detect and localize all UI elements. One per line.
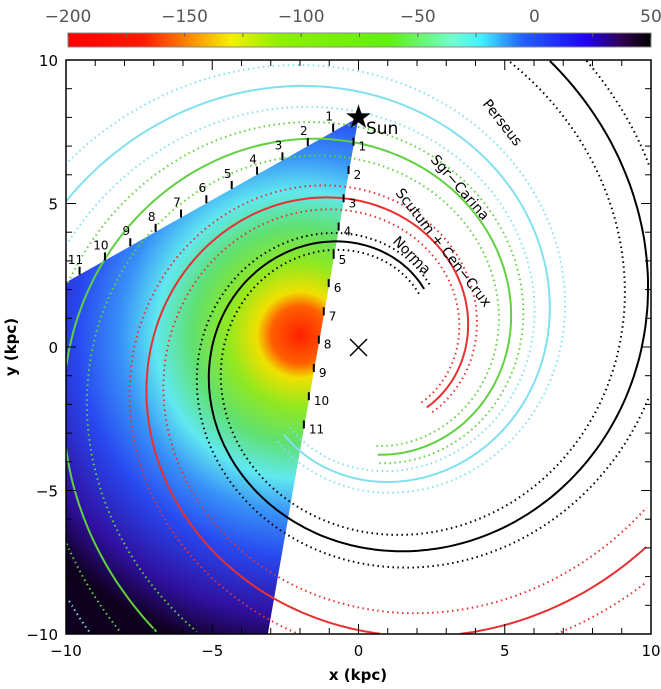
distance-tick-label: 10 — [314, 394, 329, 408]
distance-tick-label: 10 — [93, 238, 108, 252]
x-tick-label: −5 — [201, 642, 223, 660]
x-tick-label: 10 — [641, 642, 660, 660]
x-tick-label: 5 — [500, 642, 510, 660]
spiral-arm-boundary — [585, 60, 650, 165]
distance-tick-label: 1 — [325, 110, 333, 124]
y-tick-label: 10 — [39, 52, 58, 70]
distance-tick-label: 2 — [354, 168, 362, 182]
heatmap-wedge — [66, 117, 359, 634]
colorbar-tick-label: 50 — [640, 7, 661, 27]
spiral-arm-boundary — [67, 105, 536, 473]
colorbar-tick-label: −150 — [161, 7, 208, 27]
axes: −10 −5 0 5 10 −10 −5 0 5 10 — [26, 52, 660, 660]
spiral-arm-boundary — [66, 543, 121, 633]
spiral-arm-boundary — [66, 121, 525, 465]
spiral-arm-boundary — [195, 231, 651, 569]
sun-star-icon — [346, 104, 371, 128]
distance-tick-label: 3 — [275, 138, 283, 152]
distance-tick-label: 4 — [249, 153, 257, 167]
arm-label-perseus: Perseus — [479, 97, 525, 150]
arm-label-sgr-carina: Sgr−Carina — [427, 152, 492, 223]
spiral-arm — [66, 449, 158, 633]
y-axis-label: y (kpc) — [2, 318, 20, 376]
distance-tick-label: 5 — [224, 167, 232, 181]
distance-tick-label: 2 — [300, 124, 308, 138]
colorbar-ticks: −200 −150 −100 −50 0 50 — [45, 7, 661, 37]
colorbar-tick-label: −100 — [278, 7, 325, 27]
sun-label: Sun — [366, 119, 398, 139]
y-tick-label: 5 — [48, 196, 58, 214]
distance-tick-label: 5 — [339, 253, 347, 267]
distance-tick-label: 4 — [344, 225, 352, 239]
spiral-arm-boundary — [128, 184, 478, 634]
colorbar-tick-label: 0 — [529, 7, 540, 27]
spiral-arm — [459, 546, 647, 634]
colorbar-tick-label: −50 — [400, 7, 436, 27]
spiral-arm — [145, 196, 470, 634]
y-tick-label: 0 — [48, 339, 58, 357]
spiral-arm-boundary — [66, 63, 567, 494]
spiral-arm-boundary — [555, 581, 647, 634]
distance-tick-label: 6 — [199, 181, 207, 195]
spiral-arms — [66, 60, 651, 634]
distance-tick-label: 11 — [68, 253, 83, 267]
y-tick-label: −10 — [26, 626, 58, 644]
x-tick-label: −10 — [50, 642, 82, 660]
distance-tick-label: 3 — [349, 196, 357, 210]
y-tick-label: −5 — [36, 483, 58, 501]
spiral-arm — [66, 137, 513, 456]
distance-tick-label: 7 — [173, 196, 181, 210]
galactic-center-marker — [349, 338, 368, 357]
distance-tick-label: 9 — [319, 366, 327, 380]
spiral-arm — [207, 60, 649, 553]
distance-tick-label: 11 — [309, 423, 324, 437]
distance-tick-label: 9 — [122, 224, 130, 238]
distance-tick-label: 8 — [148, 210, 156, 224]
distance-tick-label: 6 — [334, 281, 342, 295]
x-axis-label: x (kpc) — [329, 666, 387, 684]
distance-tick-label: 1 — [359, 140, 367, 154]
colorbar-tick-label: −200 — [45, 7, 92, 27]
spiral-arm-boundary — [219, 61, 626, 536]
spiral-arm — [66, 84, 551, 483]
x-tick-label: 0 — [354, 642, 364, 660]
distance-tick-label: 7 — [329, 309, 337, 323]
distance-tick-label: 8 — [324, 338, 332, 352]
